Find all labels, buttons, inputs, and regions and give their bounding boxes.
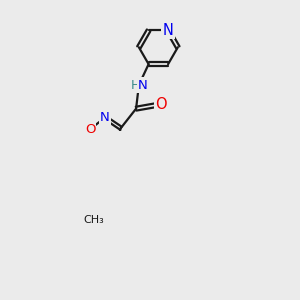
Text: O: O: [85, 123, 95, 136]
Text: CH₃: CH₃: [83, 215, 104, 225]
Text: O: O: [155, 97, 167, 112]
Text: N: N: [163, 23, 173, 38]
Text: N: N: [100, 111, 110, 124]
Text: N: N: [138, 79, 148, 92]
Text: H: H: [131, 79, 140, 92]
